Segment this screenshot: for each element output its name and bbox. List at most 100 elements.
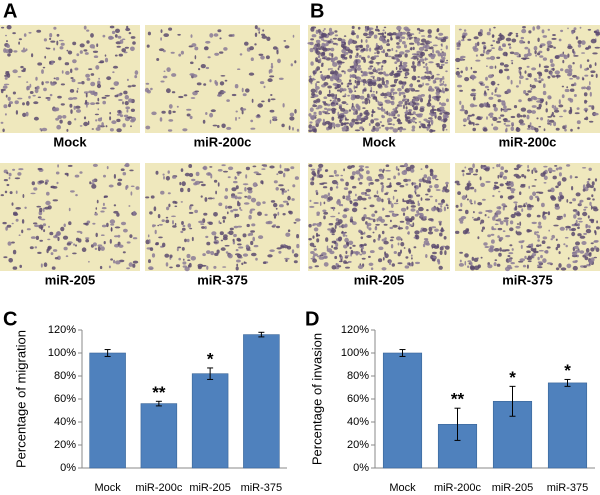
cell [521, 240, 525, 242]
cell [510, 79, 513, 85]
cell [195, 171, 200, 177]
cell [330, 72, 334, 75]
cell [114, 54, 118, 57]
cell [470, 261, 473, 266]
cell [100, 246, 105, 251]
cell [406, 206, 409, 210]
cell [168, 110, 172, 115]
cell [541, 240, 546, 244]
cell [487, 74, 494, 79]
cell [510, 213, 516, 219]
cell [269, 165, 275, 169]
cell [41, 81, 44, 86]
cell [538, 80, 542, 84]
cell [126, 25, 129, 29]
cell [381, 80, 385, 86]
cell [12, 249, 17, 255]
cell [109, 25, 115, 29]
cell [370, 267, 374, 271]
cell [582, 184, 586, 190]
cell [388, 112, 391, 117]
cell [579, 64, 583, 69]
cell [569, 108, 573, 113]
cell [359, 126, 364, 130]
cell [338, 203, 342, 207]
cell [347, 40, 350, 45]
cell [472, 216, 474, 219]
cell [79, 125, 83, 127]
cell [352, 185, 357, 189]
cell [121, 38, 126, 41]
cell [490, 233, 495, 236]
cell [331, 107, 336, 112]
cell [567, 27, 569, 30]
cell [239, 53, 243, 56]
cell [513, 167, 520, 171]
cell [470, 186, 475, 190]
cell [287, 189, 290, 192]
cell [360, 236, 364, 240]
cell [372, 90, 375, 93]
cell [188, 211, 194, 214]
cell [345, 181, 349, 187]
cell [440, 119, 444, 122]
cell [308, 113, 312, 117]
cell [444, 83, 447, 87]
cell [180, 201, 183, 203]
cell [293, 253, 299, 258]
cell [95, 127, 101, 131]
cell [370, 93, 376, 98]
cell [426, 176, 432, 181]
cell [564, 68, 570, 74]
cell [384, 126, 390, 130]
cell [555, 74, 561, 78]
cell [412, 111, 416, 115]
cell [551, 104, 555, 109]
cell [438, 220, 443, 223]
cell [440, 48, 443, 51]
cell [374, 178, 380, 182]
cell [56, 33, 60, 37]
cell [63, 223, 66, 228]
cell [250, 127, 256, 130]
cell [507, 255, 511, 257]
cell [338, 104, 343, 107]
cell [6, 40, 8, 43]
cell [474, 42, 478, 48]
cell [310, 61, 314, 66]
cell [360, 244, 363, 248]
cell [482, 226, 485, 230]
cell [375, 55, 380, 58]
cell [329, 186, 333, 191]
cell [486, 57, 491, 60]
cell [247, 195, 252, 200]
cell [160, 190, 165, 195]
cell [340, 82, 344, 85]
micrograph [307, 25, 450, 133]
cell [399, 65, 405, 70]
cell [515, 230, 518, 234]
cell [511, 248, 514, 251]
cell [436, 73, 440, 76]
cell [485, 50, 490, 55]
cell [582, 211, 588, 217]
cell [213, 33, 219, 37]
cell [461, 195, 467, 200]
cell [357, 265, 364, 269]
cell [367, 33, 374, 36]
cell [537, 225, 543, 229]
cell [270, 94, 273, 96]
cell [223, 170, 228, 173]
cell [393, 116, 397, 119]
cell [329, 250, 335, 255]
cell [86, 29, 90, 32]
cell [434, 175, 437, 180]
cell [392, 123, 395, 126]
cell [334, 174, 340, 177]
cell [351, 118, 356, 123]
cell [327, 93, 332, 97]
cell [310, 82, 313, 85]
cell [493, 262, 497, 267]
cell [494, 259, 498, 262]
cell [540, 254, 543, 259]
